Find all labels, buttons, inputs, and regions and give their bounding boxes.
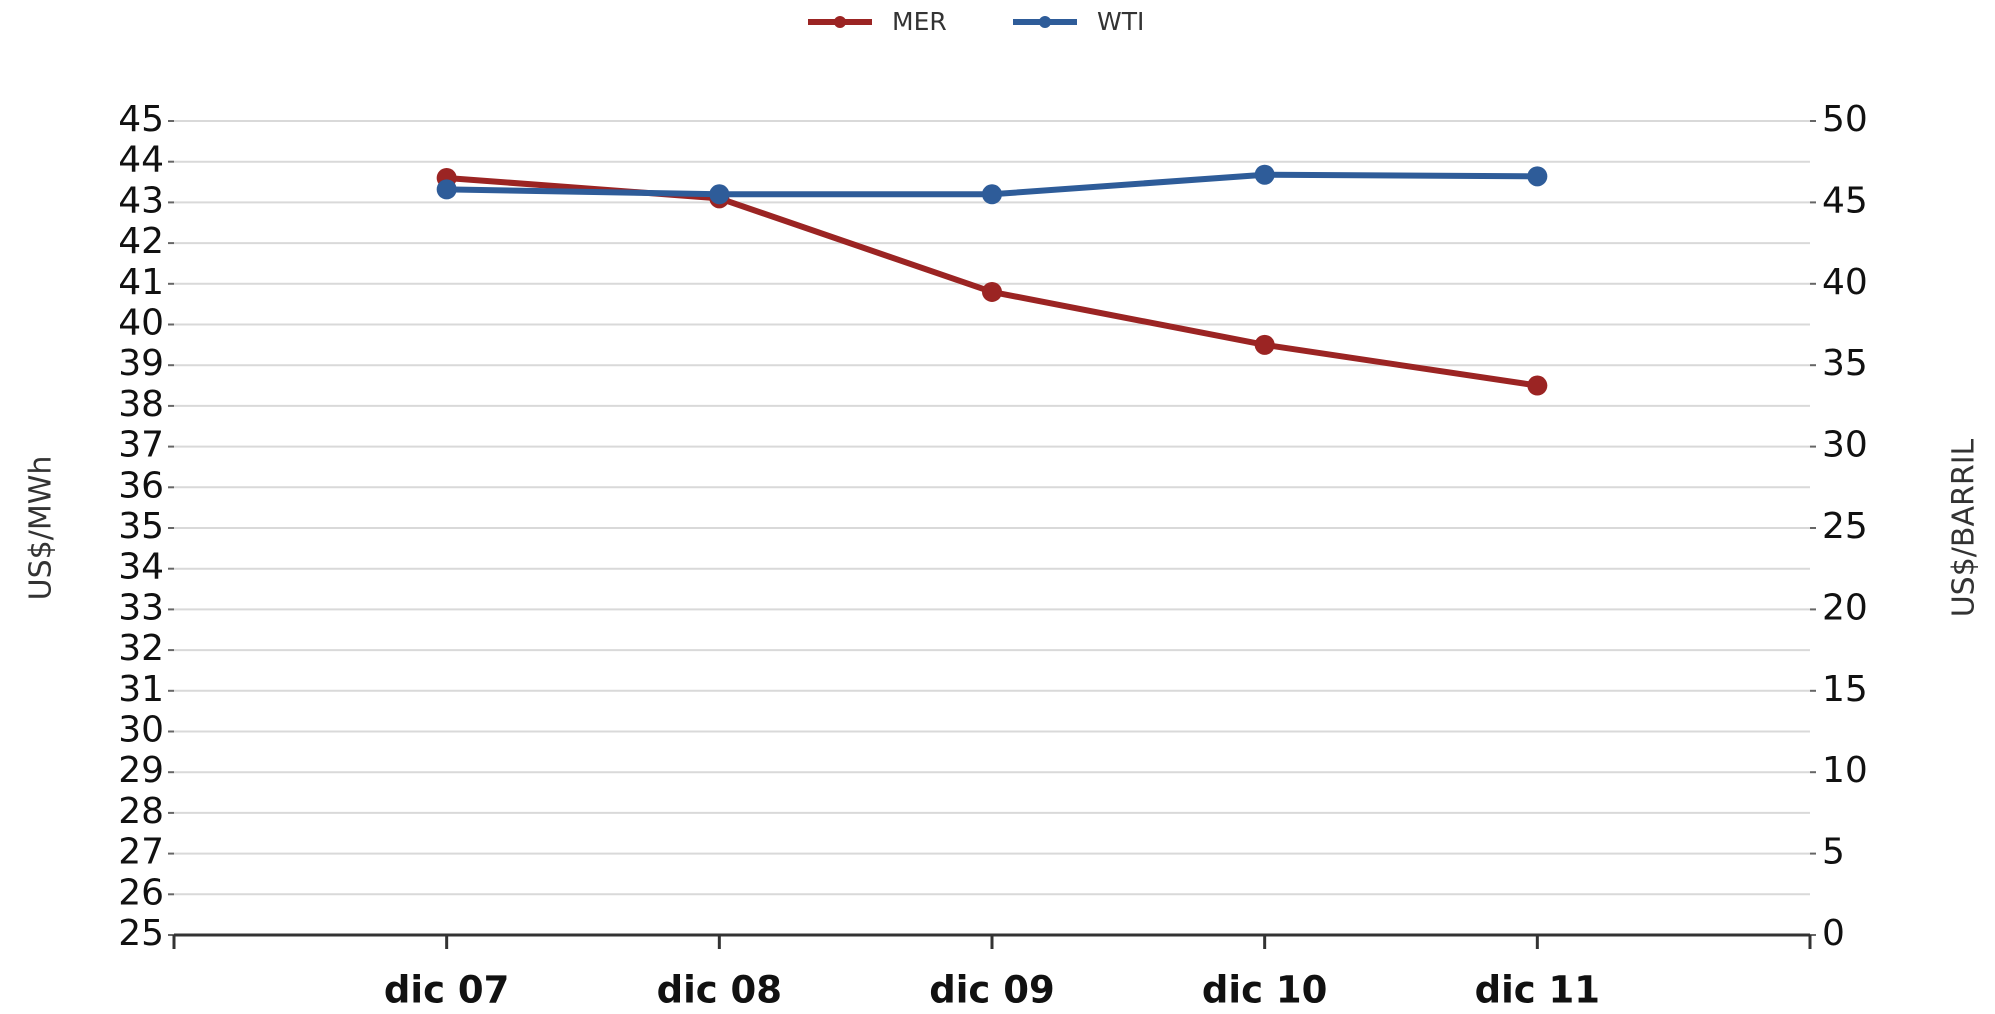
x-tick-label: dic 07	[384, 969, 509, 1012]
y2-tick-label: 35	[1822, 343, 1868, 384]
y2-axis-title: US$/BARRIL	[1947, 438, 1982, 617]
y-tick-label: 41	[118, 262, 164, 303]
y-tick-label: 44	[118, 140, 164, 181]
legend-marker	[1039, 16, 1051, 28]
y-tick-label: 37	[118, 425, 164, 466]
y2-tick-label: 25	[1822, 506, 1868, 547]
point	[1254, 334, 1275, 355]
y-tick-label: 39	[118, 343, 164, 384]
y-tick-label: 26	[118, 872, 164, 913]
y-tick-label: 38	[118, 384, 164, 425]
y-tick-label: 43	[118, 180, 164, 221]
point	[1527, 375, 1548, 396]
y-tick-label: 33	[118, 587, 164, 628]
y-tick-label: 34	[118, 547, 164, 588]
y2-tick-label: 20	[1822, 587, 1868, 628]
y-tick-label: 35	[118, 506, 164, 547]
point	[982, 281, 1002, 302]
y-tick-label: 40	[118, 303, 164, 344]
y2-tick-label: 0	[1822, 913, 1845, 954]
point	[1527, 166, 1548, 187]
point	[709, 184, 730, 205]
y-tick-label: 31	[118, 669, 164, 710]
y-tick-label: 42	[118, 221, 164, 262]
y2-tick-label: 40	[1822, 262, 1868, 303]
point	[1254, 164, 1275, 185]
y-tick-label: 36	[118, 465, 164, 506]
point	[436, 179, 457, 200]
y2-tick-label: 50	[1822, 99, 1868, 140]
legend-label: WTI	[1097, 7, 1144, 36]
x-tick-label: dic 11	[1475, 969, 1600, 1012]
y2-tick-label: 5	[1822, 832, 1845, 873]
y-axis-title: US$/MWh	[24, 456, 59, 601]
x-tick-label: dic 10	[1202, 969, 1327, 1012]
y-tick-label: 30	[118, 710, 164, 751]
y-tick-label: 29	[118, 750, 164, 791]
point	[982, 184, 1002, 205]
y-tick-label: 27	[118, 832, 164, 873]
legend-label: MER	[892, 7, 947, 36]
y2-tick-label: 15	[1822, 669, 1868, 710]
legend-marker	[834, 16, 846, 28]
y-tick-label: 28	[118, 791, 164, 832]
y2-tick-label: 10	[1822, 750, 1868, 791]
y-tick-label: 45	[118, 99, 164, 140]
y-tick-label: 25	[118, 913, 164, 954]
y-tick-label: 32	[118, 628, 164, 669]
x-tick-label: dic 09	[929, 969, 1054, 1012]
y2-tick-label: 30	[1822, 425, 1868, 466]
x-tick-label: dic 08	[657, 969, 782, 1012]
series-line	[446, 174, 1538, 389]
y2-tick-label: 45	[1822, 180, 1868, 221]
